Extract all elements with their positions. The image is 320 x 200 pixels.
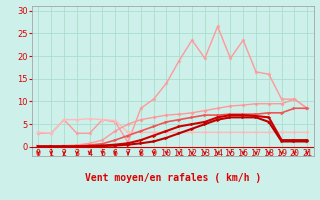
Text: 12: 12: [187, 149, 197, 158]
Text: 2: 2: [61, 149, 67, 158]
Text: 21: 21: [302, 149, 312, 158]
Text: 5: 5: [100, 149, 105, 158]
Text: 3: 3: [74, 149, 79, 158]
Text: 11: 11: [174, 149, 184, 158]
Text: 16: 16: [238, 149, 248, 158]
Text: 6: 6: [113, 149, 118, 158]
Text: 8: 8: [138, 149, 143, 158]
Text: 14: 14: [212, 149, 223, 158]
Text: 20: 20: [289, 149, 300, 158]
Text: 18: 18: [264, 149, 274, 158]
Text: 15: 15: [225, 149, 236, 158]
Text: 19: 19: [276, 149, 287, 158]
Text: 4: 4: [87, 149, 92, 158]
Text: 10: 10: [161, 149, 172, 158]
X-axis label: Vent moyen/en rafales ( km/h ): Vent moyen/en rafales ( km/h ): [85, 173, 261, 183]
Text: 1: 1: [49, 149, 54, 158]
Text: 7: 7: [125, 149, 131, 158]
Text: 13: 13: [200, 149, 210, 158]
Text: 0: 0: [36, 149, 41, 158]
Text: 9: 9: [151, 149, 156, 158]
Text: 17: 17: [251, 149, 261, 158]
